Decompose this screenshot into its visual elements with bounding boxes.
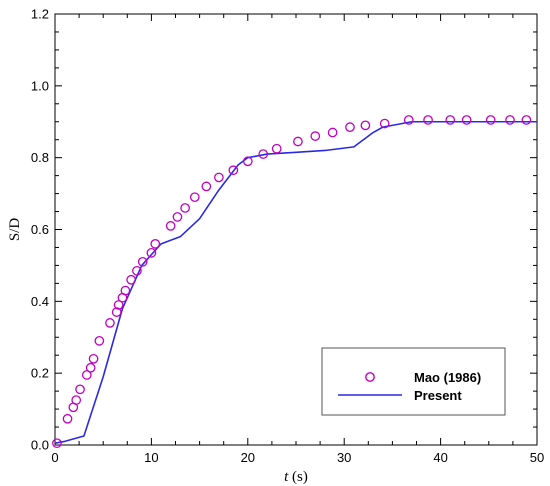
x-tick-label: 20: [241, 450, 255, 465]
data-point-mao-1986: [94, 335, 105, 346]
series-layer: [52, 115, 537, 449]
data-point-mao-1986: [150, 239, 161, 249]
data-point-mao-1986: [111, 307, 122, 317]
y-tick-label: 0.4: [31, 294, 49, 309]
data-point-mao-1986: [461, 115, 472, 125]
y-tick-label: 0.0: [31, 438, 49, 453]
y-tick-label: 0.2: [31, 366, 49, 381]
data-point-mao-1986: [271, 143, 282, 154]
legend-label-present: Present: [414, 388, 462, 403]
data-point-mao-1986: [423, 115, 433, 125]
data-point-mao-1986: [379, 118, 390, 129]
data-point-mao-1986: [485, 115, 496, 125]
data-point-mao-1986: [258, 149, 269, 159]
data-point-mao-1986: [228, 165, 239, 176]
data-point-mao-1986: [403, 115, 414, 125]
x-axis-unit: (s): [288, 469, 308, 485]
data-point-mao-1986: [113, 300, 124, 310]
data-point-mao-1986: [62, 413, 73, 424]
data-point-mao-1986: [146, 247, 157, 258]
y-tick-label: 0.8: [31, 150, 49, 165]
data-point-mao-1986: [85, 362, 96, 373]
data-point-mao-1986: [81, 370, 92, 380]
data-point-mao-1986: [132, 265, 142, 276]
legend-marker-mao-1986: [365, 372, 375, 382]
data-point-mao-1986: [360, 120, 371, 131]
legend-label-mao-1986: Mao (1986): [414, 370, 481, 385]
legend: Mao (1986) Present: [321, 347, 506, 416]
data-point-mao-1986: [126, 274, 137, 285]
data-point-mao-1986: [105, 318, 115, 328]
data-point-mao-1986: [189, 192, 200, 203]
data-point-mao-1986: [172, 212, 183, 222]
x-tick-label: 10: [144, 450, 158, 465]
data-point-mao-1986: [310, 131, 321, 141]
data-point-mao-1986: [345, 122, 355, 132]
x-tick-label: 50: [530, 450, 544, 465]
legend-box: [321, 347, 506, 416]
data-point-mao-1986: [242, 156, 253, 167]
data-point-mao-1986: [293, 136, 303, 147]
data-point-mao-1986: [71, 395, 82, 405]
data-point-mao-1986: [88, 353, 99, 364]
data-point-mao-1986: [120, 285, 131, 296]
data-point-mao-1986: [137, 256, 148, 267]
x-axis-variable: t: [284, 469, 289, 485]
data-point-mao-1986: [445, 115, 456, 125]
y-axis: 0.0 0.2 0.4 0.6 0.8 1.0 1.2: [31, 7, 537, 453]
data-point-mao-1986: [214, 172, 224, 183]
y-tick-label: 1.0: [31, 78, 49, 93]
x-axis-label: t (s): [284, 469, 308, 485]
data-point-mao-1986: [180, 203, 190, 213]
data-point-mao-1986: [521, 115, 532, 125]
y-axis-label: S/D: [7, 218, 23, 242]
x-tick-label: 0: [51, 450, 58, 465]
data-point-mao-1986: [165, 221, 176, 231]
data-point-mao-1986: [75, 384, 85, 395]
data-point-mao-1986: [327, 127, 338, 138]
data-point-mao-1986: [201, 181, 212, 192]
data-point-mao-1986: [505, 115, 515, 125]
x-tick-label: 40: [433, 450, 447, 465]
x-tick-label: 30: [337, 450, 351, 465]
y-tick-label: 0.6: [31, 222, 49, 237]
y-tick-label: 1.2: [31, 7, 49, 22]
data-point-mao-1986: [52, 438, 62, 449]
